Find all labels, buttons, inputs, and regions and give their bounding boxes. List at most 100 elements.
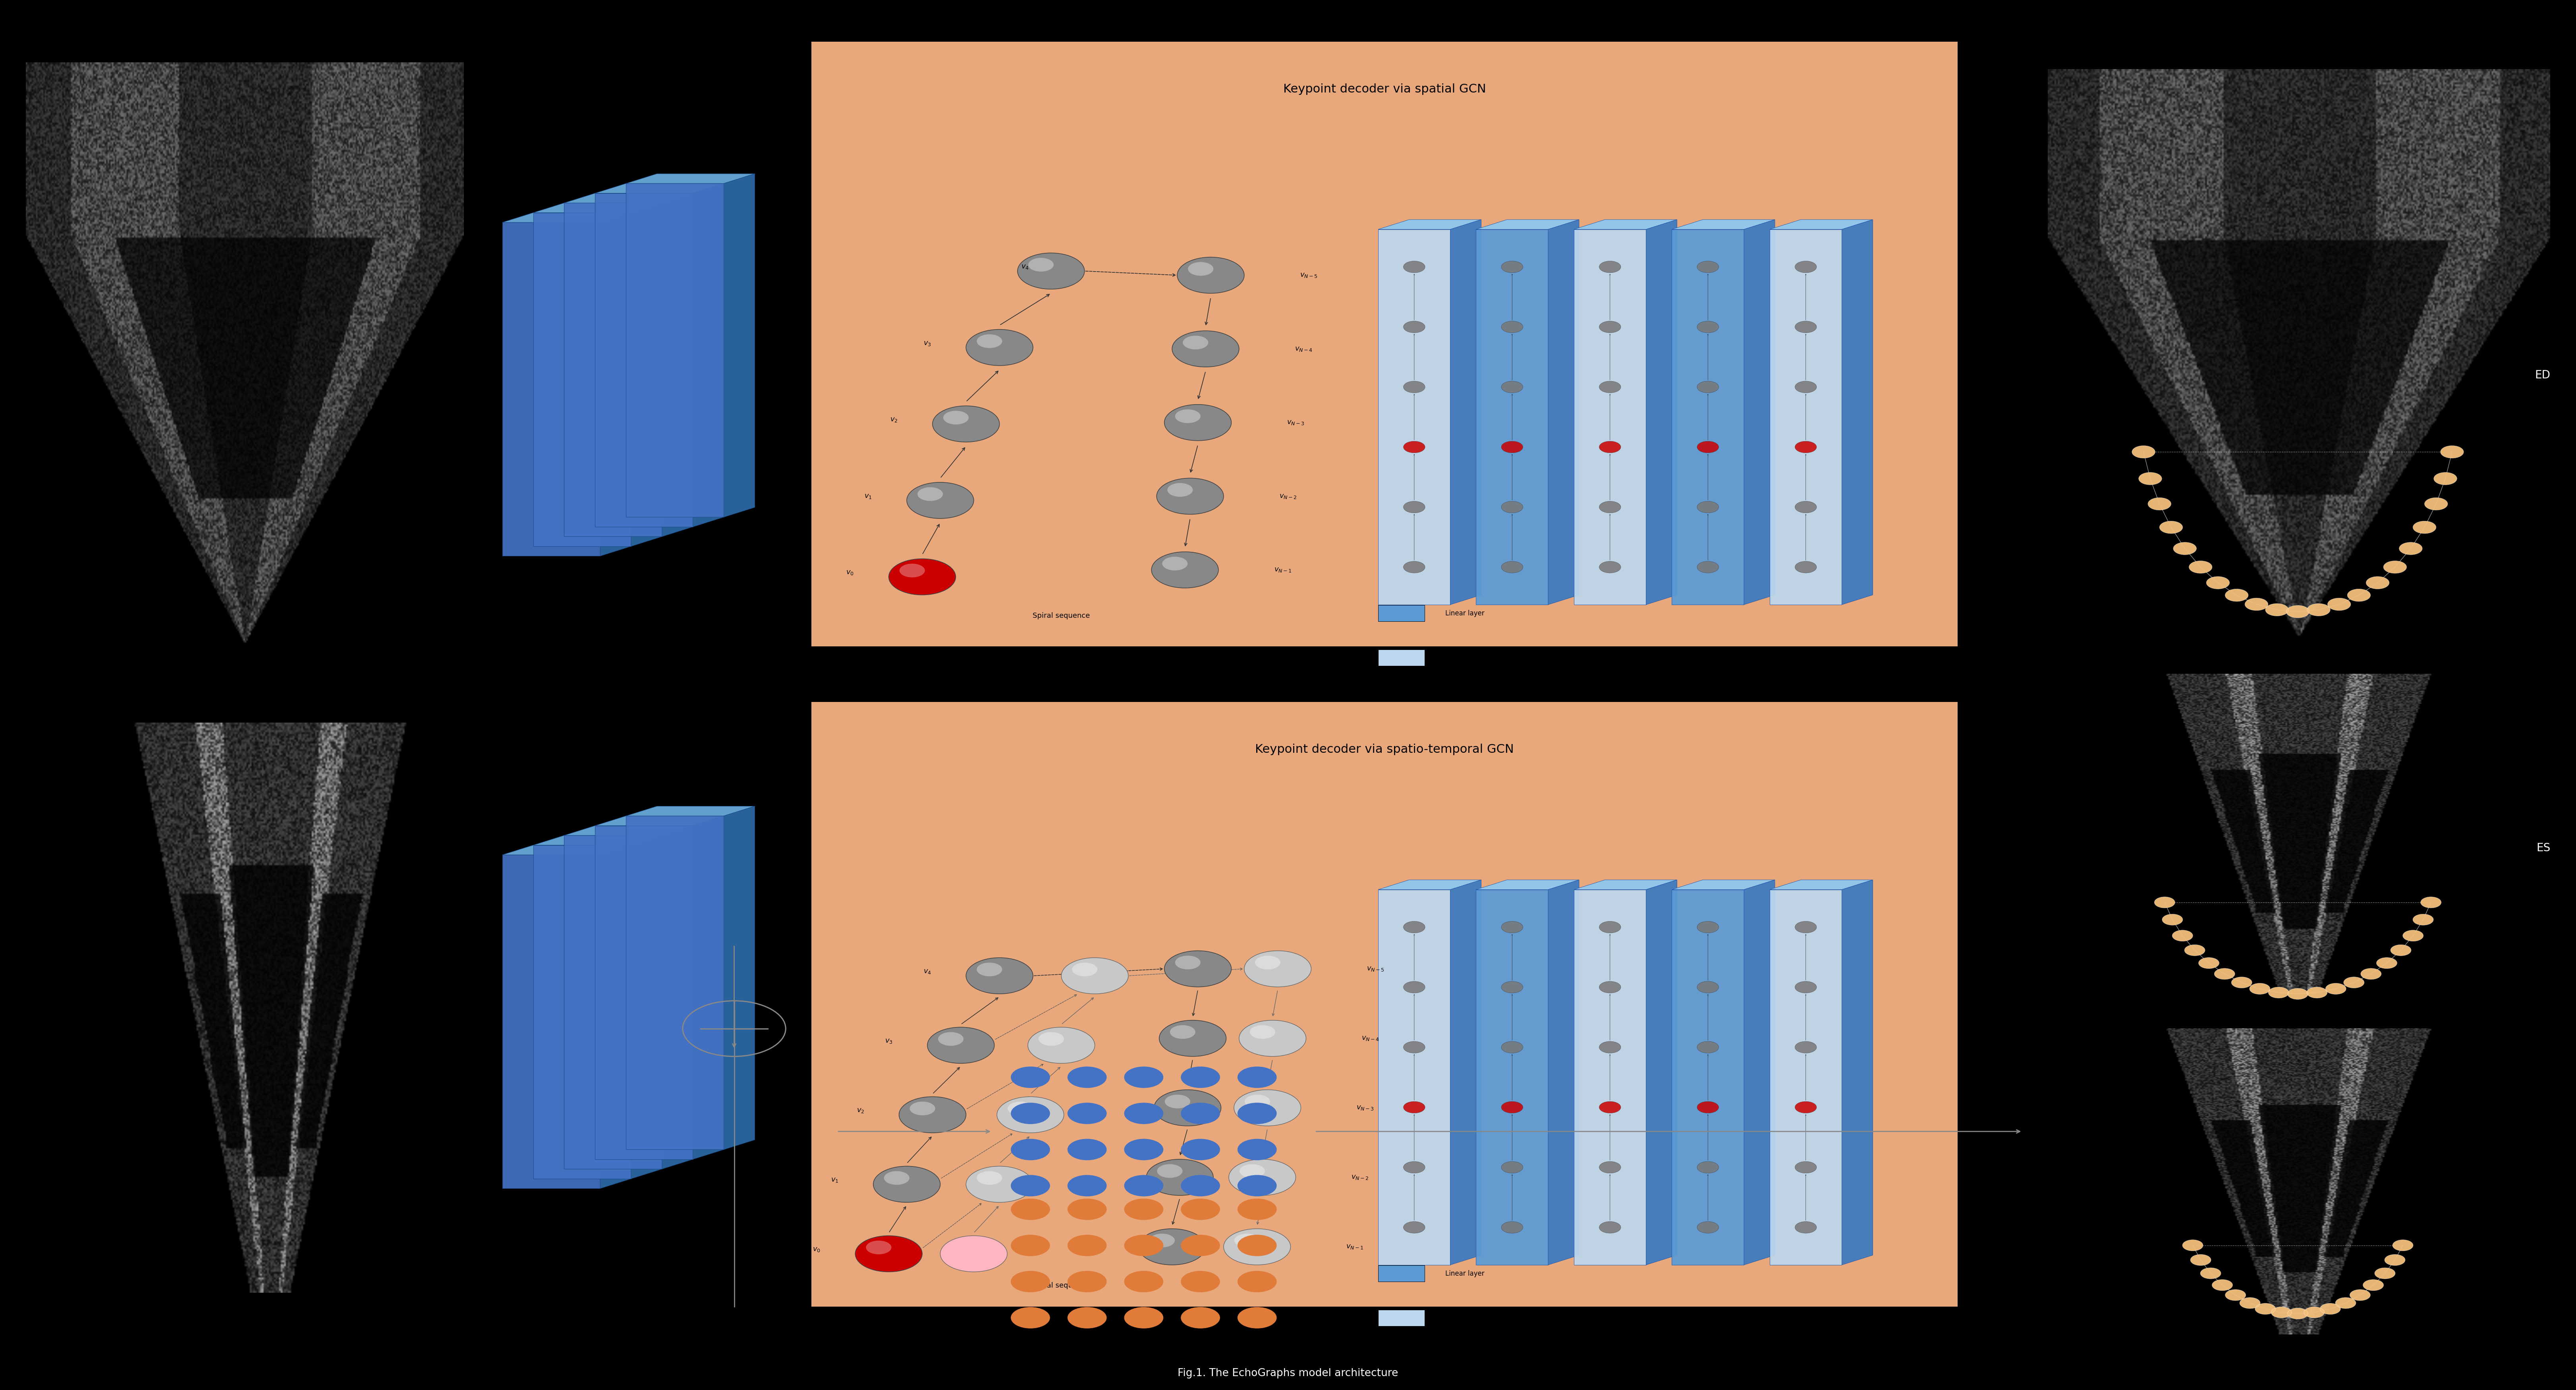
Circle shape [1164,951,1231,987]
Circle shape [1600,1222,1620,1233]
Circle shape [2360,969,2380,980]
Polygon shape [1646,220,1677,605]
Text: Keypoint decoder via spatial GCN: Keypoint decoder via spatial GCN [1283,83,1486,95]
Circle shape [1698,502,1718,513]
Circle shape [1164,1095,1190,1108]
Circle shape [2272,1307,2293,1318]
Circle shape [2154,897,2174,908]
Circle shape [1180,1234,1221,1257]
Polygon shape [626,816,724,1150]
Circle shape [1066,1234,1108,1257]
Polygon shape [1744,220,1775,605]
Circle shape [2391,945,2411,956]
Circle shape [1698,922,1718,933]
Circle shape [866,1241,891,1254]
Circle shape [1698,1041,1718,1054]
Circle shape [2344,977,2365,988]
Polygon shape [595,193,693,527]
Circle shape [917,488,943,500]
Circle shape [1236,1307,1278,1329]
Circle shape [1244,1095,1270,1108]
Circle shape [1123,1104,1162,1123]
Circle shape [1229,1159,1296,1195]
Polygon shape [1574,880,1677,890]
Circle shape [1149,1234,1175,1247]
Circle shape [2197,958,2218,969]
Polygon shape [1450,880,1481,1265]
Circle shape [1236,1234,1278,1257]
Circle shape [1698,381,1718,393]
Text: $v_2$: $v_2$ [891,416,896,424]
Circle shape [1154,1090,1221,1126]
Circle shape [966,1166,1033,1202]
Circle shape [2287,988,2308,999]
Circle shape [2244,598,2267,610]
Polygon shape [631,835,662,1179]
Circle shape [1404,261,1425,272]
Circle shape [1123,1234,1162,1257]
Circle shape [2378,958,2398,969]
Circle shape [1066,1068,1108,1087]
Polygon shape [502,855,600,1188]
Polygon shape [1548,880,1579,1265]
Polygon shape [662,193,693,537]
Text: Spiral convolutional layer with ELU: Spiral convolutional layer with ELU [1445,655,1558,662]
Circle shape [1123,1198,1162,1220]
Circle shape [1010,1068,1051,1087]
Circle shape [1502,261,1522,272]
Circle shape [2306,987,2326,998]
Text: $v_4$: $v_4$ [1020,263,1030,271]
Circle shape [2254,1304,2275,1315]
Circle shape [1502,562,1522,573]
Circle shape [966,329,1033,366]
Polygon shape [1450,220,1481,605]
Text: $v_{N-2}$: $v_{N-2}$ [1280,492,1296,500]
Circle shape [2213,1280,2233,1291]
Text: $v_{N-4}$: $v_{N-4}$ [1296,345,1311,353]
Circle shape [2159,521,2182,534]
Circle shape [2269,987,2290,998]
Circle shape [2231,977,2251,988]
Circle shape [1795,1222,1816,1233]
Circle shape [1123,1307,1162,1329]
Polygon shape [595,183,724,193]
Circle shape [1123,1068,1162,1087]
Circle shape [1146,1159,1213,1195]
Polygon shape [1378,229,1450,605]
Polygon shape [693,183,724,527]
Circle shape [2172,930,2192,941]
Text: ED: ED [2535,370,2550,381]
Polygon shape [626,174,755,183]
Polygon shape [564,826,693,835]
Circle shape [1404,381,1425,393]
Circle shape [2365,577,2391,589]
Polygon shape [662,826,693,1169]
Circle shape [873,1166,940,1202]
Circle shape [1698,1222,1718,1233]
Circle shape [2215,969,2236,980]
Text: $v_3$: $v_3$ [922,339,933,348]
Polygon shape [600,845,631,1188]
Circle shape [1502,321,1522,332]
Circle shape [1698,1101,1718,1113]
Circle shape [2383,560,2406,573]
Polygon shape [631,203,662,546]
FancyBboxPatch shape [811,702,1958,1307]
Circle shape [938,1033,963,1045]
Circle shape [2239,1297,2259,1308]
Circle shape [1239,1020,1306,1056]
Circle shape [1010,1104,1051,1123]
Circle shape [1180,1104,1221,1123]
Circle shape [1010,1270,1051,1293]
Circle shape [976,1172,1002,1184]
Circle shape [1404,562,1425,573]
Polygon shape [533,213,631,546]
Circle shape [1795,261,1816,272]
Circle shape [2375,1268,2396,1279]
Circle shape [997,1097,1064,1133]
Circle shape [2414,915,2434,926]
Polygon shape [533,835,662,845]
Circle shape [1795,502,1816,513]
Polygon shape [1672,890,1744,1265]
Circle shape [2362,1280,2383,1291]
